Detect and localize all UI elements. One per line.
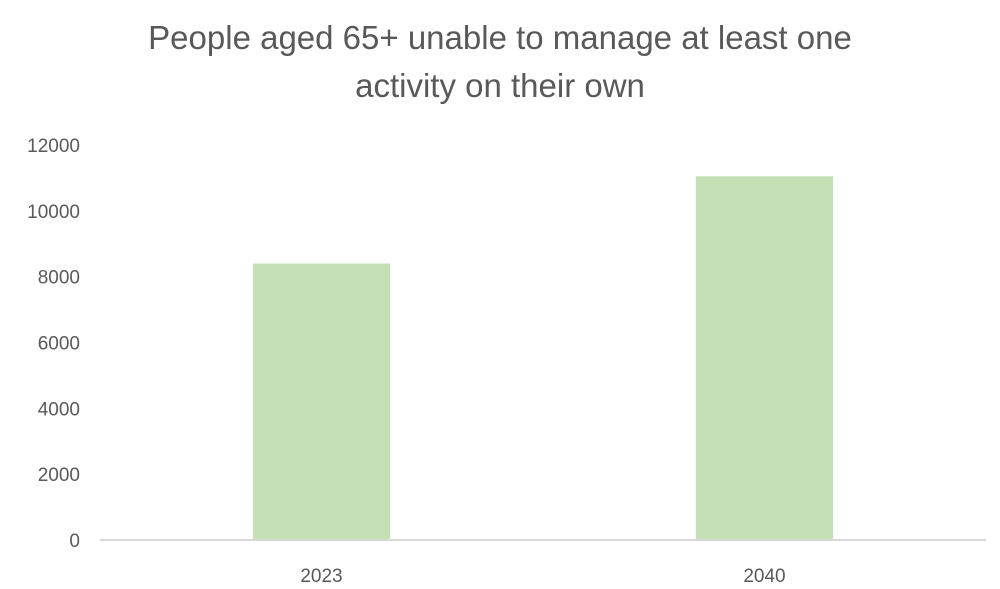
chart-title-line-2: activity on their own (355, 67, 645, 104)
y-tick-label: 2000 (38, 465, 80, 486)
y-tick-label: 8000 (38, 268, 80, 289)
x-axis-tick-labels: 2023 2040 (300, 566, 785, 587)
x-tick-label: 2040 (743, 566, 785, 587)
y-tick-label: 12000 (27, 136, 80, 157)
y-tick-label: 10000 (27, 202, 80, 223)
y-tick-label: 4000 (38, 399, 80, 420)
x-tick-label: 2023 (300, 566, 342, 587)
bars (252, 176, 834, 541)
y-tick-label: 0 (69, 531, 80, 552)
chart-title: People aged 65+ unable to manage at leas… (0, 14, 1000, 110)
y-tick-label: 6000 (38, 334, 80, 355)
bar-2040 (695, 176, 834, 541)
y-axis-tick-labels: 0 2000 4000 6000 8000 10000 12000 (27, 136, 80, 552)
bar-2023 (252, 263, 391, 540)
chart-title-line-1: People aged 65+ unable to manage at leas… (148, 19, 852, 56)
